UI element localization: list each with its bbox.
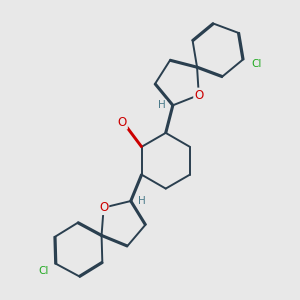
Text: Cl: Cl: [38, 266, 49, 276]
Text: O: O: [194, 88, 203, 102]
Text: H: H: [138, 196, 146, 206]
Text: O: O: [99, 201, 108, 214]
Text: O: O: [118, 116, 127, 129]
Text: Cl: Cl: [251, 59, 262, 70]
Text: H: H: [158, 100, 166, 110]
